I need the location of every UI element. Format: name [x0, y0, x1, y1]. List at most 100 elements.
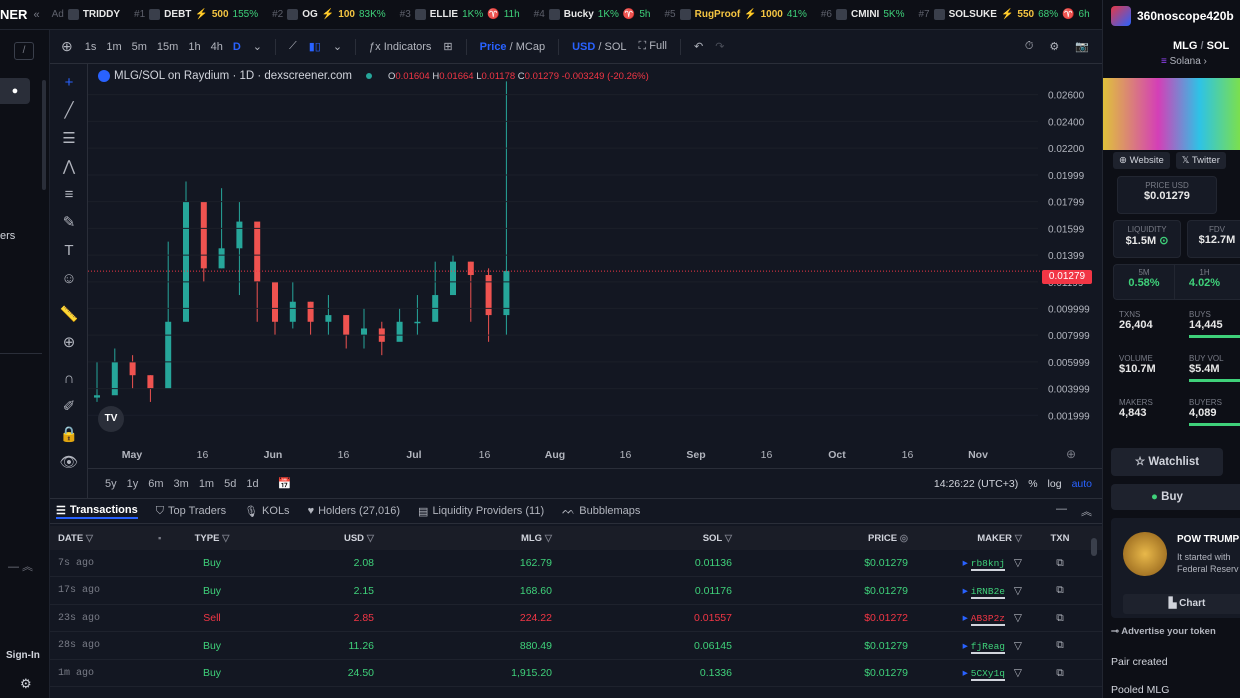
pitchfork-icon[interactable]: ⋀ [62, 158, 76, 175]
promo-card[interactable]: POW TRUMP It started with Federal Reserv… [1111, 518, 1240, 618]
timeframe-1h[interactable]: 1h [188, 40, 201, 53]
filter-icon[interactable]: ▽ [1013, 667, 1022, 679]
add-symbol-icon[interactable]: ⊕ [61, 38, 73, 54]
price-chart[interactable]: 0.02600 0.02400 0.02200 0.01999 0.01799 0.015… [88, 64, 1102, 498]
range-1d[interactable]: 1d [246, 477, 259, 490]
candle-body[interactable] [289, 301, 296, 322]
website-link[interactable]: ⊕ Website [1113, 152, 1170, 169]
price-currency-icon[interactable]: ◎ [899, 532, 908, 544]
slash-shortcut-icon[interactable]: / [14, 42, 34, 60]
candle-body[interactable] [396, 321, 403, 342]
range-5d[interactable]: 5d [224, 477, 237, 490]
chart-clock[interactable]: 14:26:22 (UTC+3) [933, 477, 1019, 490]
collapse-icon[interactable]: « [33, 8, 40, 21]
table-row[interactable]: 1m ago Buy 24.50 1,915.20 0.1336 $0.0127… [50, 660, 1102, 687]
header-type[interactable]: TYPE ▽ [174, 533, 250, 544]
candle-body[interactable] [307, 301, 314, 322]
txn-link-icon[interactable]: ⧉ [1056, 584, 1064, 596]
ticker-item[interactable]: #1 DEBT ⚡ 500 155% [134, 9, 258, 20]
candle-body[interactable] [485, 275, 492, 316]
price-mcap-toggle[interactable]: Price / MCap [479, 40, 546, 53]
candle-body[interactable] [147, 375, 154, 389]
txn-link-icon[interactable]: ⧉ [1056, 611, 1064, 624]
range-1y[interactable]: 1y [126, 477, 139, 490]
signin-link[interactable]: Sign-In [6, 650, 40, 661]
sidebar-scrollbar[interactable] [42, 80, 46, 190]
txn-link-icon[interactable]: ⧉ [1056, 639, 1064, 651]
camera-icon[interactable]: 📷 [1075, 41, 1089, 53]
advertise-link[interactable]: ⊸ Advertise your token [1111, 626, 1216, 637]
settings-icon[interactable]: ⚙ [20, 676, 32, 691]
ticker-item[interactable]: Ad TRIDDY [52, 9, 120, 20]
timeframe-5m[interactable]: 5m [131, 40, 147, 53]
header-usd[interactable]: USD ▽ [250, 533, 382, 544]
candle-body[interactable] [254, 221, 261, 282]
maker-address[interactable]: 5CXy1q [970, 668, 1005, 681]
header-maker[interactable]: MAKER ▽ [916, 533, 1030, 544]
candle-body[interactable] [272, 281, 278, 322]
filter-icon[interactable]: ▽ [1013, 612, 1022, 624]
horizontal-lines-icon[interactable]: ☰ [62, 130, 76, 147]
candle-body[interactable] [325, 315, 332, 322]
filter-icon[interactable]: ▽ [544, 532, 552, 544]
text-icon[interactable]: T [64, 242, 74, 259]
row-maker[interactable]: ▸ rb8knj ▽ [916, 557, 1030, 571]
tab-transactions[interactable]: ☰ Transactions [56, 504, 138, 519]
filter-icon[interactable]: ▽ [366, 532, 374, 544]
auto-scale-toggle[interactable]: auto [1071, 477, 1092, 490]
maker-address[interactable]: AB3P2z [970, 613, 1005, 626]
stay-drawing-icon[interactable]: ✐ [62, 398, 76, 415]
candle-body[interactable] [165, 321, 172, 389]
lock-icon[interactable]: 🔒 [59, 426, 79, 443]
sidebar-active-item[interactable]: ● [0, 78, 30, 104]
watchlist-button[interactable]: ☆ Watchlist [1111, 448, 1223, 476]
timeframe-4h[interactable]: 4h [210, 40, 223, 53]
sidebar-label[interactable]: ers [0, 230, 16, 242]
timeframe-D[interactable]: D [232, 40, 241, 53]
ruler-icon[interactable]: 📏 [59, 306, 79, 323]
table-scrollbar[interactable] [1091, 538, 1097, 556]
ticker-item[interactable]: #3 ELLIE 1K% ♈ 11h [400, 9, 520, 20]
candle-body[interactable] [183, 201, 189, 322]
filter-icon[interactable]: ▽ [1013, 639, 1022, 652]
chart-type-candles-icon[interactable]: ▮▯ [308, 41, 321, 53]
range-3m[interactable]: 3m [173, 477, 189, 490]
chart-settings-icon[interactable]: ⚙ [1049, 41, 1060, 53]
tab-bubblemaps[interactable]: ᨓ Bubblemaps [562, 504, 640, 519]
crosshair-icon[interactable]: + [64, 74, 74, 91]
ticker-item[interactable]: #5 RugProof ⚡ 1000 41% [664, 9, 807, 20]
maker-address[interactable]: rb8knj [970, 558, 1005, 571]
ticker-item[interactable]: #2 OG ⚡ 100 83K% [272, 9, 386, 20]
chart-type-line-icon[interactable]: ⟋ [289, 40, 297, 52]
ticker-item[interactable]: #4 Bucky 1K% ♈ 5h [534, 9, 650, 20]
log-scale-toggle[interactable]: log [1047, 477, 1062, 490]
ticker-item[interactable]: #6 CMINI 5K% [821, 9, 904, 20]
candle-body[interactable] [450, 261, 456, 296]
tab-liquidity-providers[interactable]: ▤ Liquidity Providers (11) [418, 504, 544, 519]
goto-realtime-icon[interactable]: ⊕ [1066, 447, 1077, 461]
header-date[interactable]: DATE ▽ [50, 533, 150, 544]
tab-top-traders[interactable]: ⛉ Top Traders [156, 504, 226, 519]
row-maker[interactable]: ▸ 5CXy1q ▽ [916, 667, 1030, 681]
candle-body[interactable] [414, 321, 421, 324]
candle-body[interactable] [503, 271, 510, 316]
layouts-icon[interactable]: ⊞ [443, 41, 453, 53]
header-toggle[interactable]: ▪ [158, 532, 162, 544]
brush-icon[interactable]: ✎ [62, 214, 76, 231]
sidebar-collapse-icon[interactable]: — ︽ [8, 561, 34, 573]
promo-chart-button[interactable]: ▙ Chart [1123, 594, 1240, 614]
candle-body[interactable] [111, 361, 118, 396]
filter-icon[interactable]: ▽ [724, 532, 732, 544]
row-maker[interactable]: ▸ iRNB2e ▽ [916, 585, 1030, 599]
chevron-down-icon[interactable]: ⌄ [252, 41, 262, 53]
indicators-button[interactable]: ƒx Indicators [364, 38, 436, 56]
expand-panel-icon[interactable]: ︽ [1081, 506, 1092, 518]
usd-sol-toggle[interactable]: USD / SOL [572, 40, 627, 53]
fib-retracement-icon[interactable]: ≡ [64, 186, 74, 203]
maker-address[interactable]: iRNB2e [970, 585, 1005, 599]
buy-button[interactable]: ● Buy [1111, 484, 1240, 510]
eye-icon[interactable]: 👁 [59, 454, 79, 471]
alert-icon[interactable]: ⏱ [1024, 40, 1034, 52]
header-mlg[interactable]: MLG ▽ [382, 533, 560, 544]
undo-icon[interactable]: ↶ [694, 41, 704, 53]
